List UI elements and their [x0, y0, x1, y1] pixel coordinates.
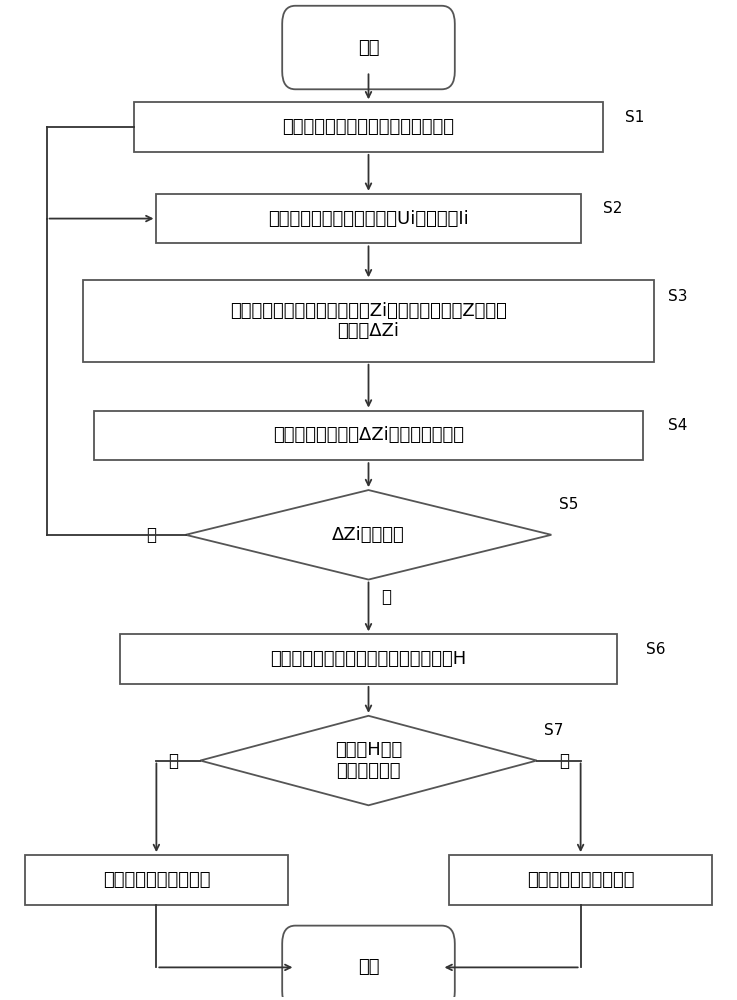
Text: S5: S5 [559, 497, 578, 512]
Text: 信息熵H是否
大于预设阈值: 信息熵H是否 大于预设阈值 [335, 741, 402, 780]
FancyBboxPatch shape [282, 926, 455, 1000]
Bar [25, 855, 288, 905]
Text: 该电池单体发生内短路: 该电池单体发生内短路 [102, 871, 210, 889]
Text: 是: 是 [559, 752, 569, 770]
Text: 结束: 结束 [357, 958, 380, 976]
Bar [449, 855, 712, 905]
Text: 该电池单体发生外短路: 该电池单体发生外短路 [527, 871, 635, 889]
Text: ΔZi为异常值: ΔZi为异常值 [332, 526, 405, 544]
Polygon shape [200, 716, 537, 805]
Text: 采集每个电池单体的端电压Ui及端电流Ii: 采集每个电池单体的端电压Ui及端电流Ii [268, 210, 469, 228]
Text: 提供一个包括多个电池单体的电池组: 提供一个包括多个电池单体的电池组 [282, 118, 455, 136]
Bar [134, 102, 603, 152]
Text: 对所述内阻偏移量ΔZi进行异常值查找: 对所述内阻偏移量ΔZi进行异常值查找 [273, 426, 464, 444]
Text: 计算每个电池单体的等效内阻Zi相对于基准内阻Z的内阻
偏移量ΔZi: 计算每个电池单体的等效内阻Zi相对于基准内阻Z的内阻 偏移量ΔZi [230, 302, 507, 340]
Text: 开始: 开始 [357, 39, 380, 57]
Text: 是: 是 [382, 588, 391, 606]
Text: 否: 否 [147, 526, 156, 544]
Text: S4: S4 [668, 418, 688, 433]
Text: 根据历史数据计算该电池单体的信息熵H: 根据历史数据计算该电池单体的信息熵H [270, 650, 467, 668]
Bar [156, 194, 581, 243]
Polygon shape [186, 490, 551, 580]
Bar [83, 280, 654, 362]
Text: 否: 否 [168, 752, 178, 770]
Text: S6: S6 [646, 642, 666, 657]
Text: S3: S3 [668, 289, 688, 304]
Bar [120, 634, 617, 684]
Bar [94, 410, 643, 460]
Text: S7: S7 [544, 723, 563, 738]
Text: S1: S1 [624, 110, 644, 125]
Text: S2: S2 [603, 201, 622, 216]
FancyBboxPatch shape [282, 6, 455, 89]
